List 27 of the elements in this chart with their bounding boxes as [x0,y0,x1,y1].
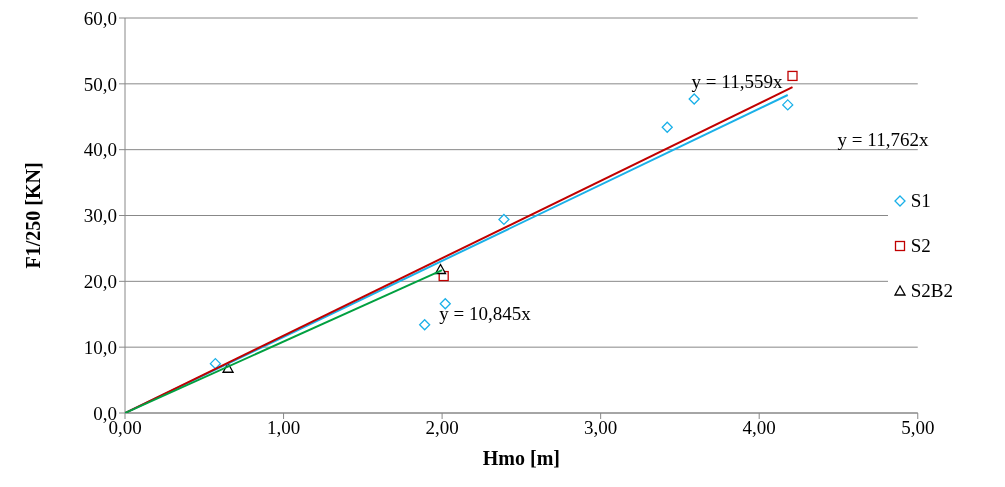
legend-label: S2 [910,234,931,257]
annotation: y = 11,559x [691,71,783,93]
point [209,357,222,370]
point [419,319,431,331]
point [439,298,451,310]
point [688,93,700,105]
x-tick-label: 5,00 [901,417,935,439]
x-tick-label: 1,00 [266,417,301,439]
x-tick-label: 4,00 [742,417,776,439]
y-tick-label: 50,0 [83,73,117,95]
annotation: y = 11,762x [837,129,929,151]
x-tick-label: 3,00 [584,417,618,439]
point [661,121,673,133]
point [787,70,798,82]
y-tick-label: 20,0 [83,271,117,293]
y-tick-label: 40,0 [83,139,117,161]
y-tick-label: 10,0 [83,336,117,358]
point [498,213,510,226]
annotation: y = 10,845x [439,303,531,325]
y-tick-label: 30,0 [83,205,117,227]
x-tick-label: 2,00 [425,417,459,439]
legend-label: S2B2 [910,279,953,302]
point [782,99,794,111]
x-axis-title: Hmo [m] [482,447,560,469]
legend-label: S1 [910,189,931,212]
y-tick-label: 60,0 [83,7,117,29]
y-axis-title: F1/250 [KN] [22,162,45,269]
